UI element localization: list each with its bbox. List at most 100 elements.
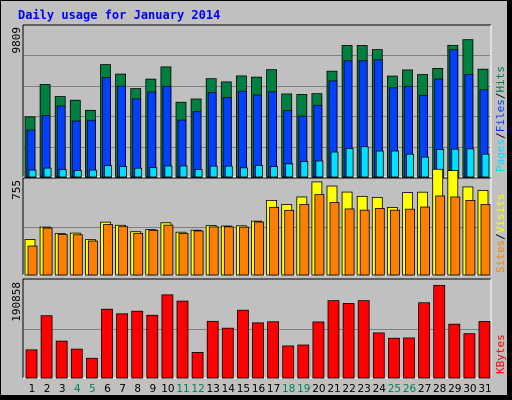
- sites-bar: [450, 196, 461, 276]
- legend-files: Files: [494, 99, 507, 132]
- mid-legend-text: Sites/Visits: [494, 194, 507, 274]
- sites-bar: [480, 204, 491, 276]
- files-bar: [222, 97, 232, 178]
- files-bar: [253, 94, 262, 178]
- day-label: 6: [104, 383, 111, 395]
- day-labels: 1 2 3 4 5 6 7 8 9 10 11 12 13 14 15 16 17 18 19 20 21 22 23 24 2…: [29, 383, 492, 395]
- sites-bar: [420, 206, 431, 276]
- kbytes-bar: [176, 300, 189, 379]
- pages-bar: [194, 169, 203, 178]
- bottom-legend: KBytes: [494, 334, 507, 374]
- kbytes-bar: [252, 322, 264, 379]
- files-bar: [87, 119, 96, 178]
- pages-bar: [466, 148, 475, 178]
- pages-bar: [255, 164, 263, 178]
- kbytes-bar: [161, 294, 174, 379]
- day-label: 7: [119, 383, 126, 395]
- files-bar: [102, 77, 111, 178]
- sites-bar: [299, 204, 310, 276]
- pages-bar: [164, 165, 173, 178]
- day-label: 28: [433, 383, 446, 395]
- legend-separator: /: [494, 233, 507, 240]
- day-label: 21: [327, 383, 340, 395]
- files-bar: [162, 85, 172, 178]
- day-label: 22: [342, 383, 355, 395]
- kbytes-bar: [357, 300, 370, 379]
- sites-bar: [178, 233, 189, 276]
- day-label: 20: [312, 383, 325, 395]
- day-label: 1: [29, 383, 36, 395]
- sites-bar: [329, 202, 340, 276]
- sites-bar: [465, 199, 476, 276]
- day-label: 9: [149, 383, 156, 395]
- legend-visits: Visits: [494, 194, 507, 234]
- pages-bar: [315, 160, 324, 178]
- kbytes-bar: [433, 284, 446, 379]
- sites-bar: [238, 226, 249, 276]
- sites-bar: [435, 195, 446, 276]
- pages-bar: [330, 151, 339, 178]
- kbytes-bar: [86, 357, 98, 379]
- day-label: 18: [282, 383, 295, 395]
- middle-ymax-label: 755: [10, 180, 23, 200]
- files-bar: [192, 111, 202, 178]
- files-bar: [207, 92, 217, 178]
- top-legend-text: Pages/Files/Hits: [494, 66, 507, 172]
- files-bar: [268, 91, 278, 178]
- top-legend: Pages/Files/Hits: [494, 66, 507, 172]
- kbytes-bar: [131, 310, 144, 379]
- pages-bar: [179, 165, 188, 178]
- kbytes-bar: [236, 309, 249, 379]
- sites-bar: [284, 209, 295, 276]
- kbytes-panel: [22, 278, 492, 379]
- pages-bar: [149, 167, 158, 178]
- kbytes-bar: [55, 340, 68, 379]
- files-bar: [132, 98, 142, 178]
- pages-bar: [345, 148, 354, 178]
- day-label: 15: [237, 383, 250, 395]
- pages-bar: [134, 167, 143, 178]
- sites-bar: [27, 245, 38, 276]
- chart-title: Daily usage for January 2014: [18, 8, 220, 22]
- pages-bar: [89, 169, 97, 178]
- sites-bar: [405, 208, 415, 276]
- kbytes-bar: [25, 349, 38, 379]
- pages-bar: [119, 166, 127, 178]
- day-label: 24: [373, 383, 387, 395]
- sites-bar: [208, 226, 219, 276]
- pages-bar: [390, 150, 399, 178]
- sites-bar: [57, 234, 68, 276]
- sites-bar: [193, 230, 204, 276]
- day-label: 26: [403, 383, 417, 395]
- legend-sites: Sites: [494, 240, 507, 273]
- sites-bar: [163, 224, 174, 276]
- day-label: 23: [358, 383, 371, 395]
- legend-separator: /: [494, 93, 507, 100]
- sites-visits-panel: [22, 168, 492, 276]
- kbytes-bar: [297, 344, 310, 379]
- pages-bar: [209, 165, 218, 178]
- day-label: 12: [191, 383, 204, 395]
- kbytes-bar: [372, 332, 385, 379]
- sites-bar: [72, 234, 83, 276]
- day-label: 29: [448, 383, 461, 395]
- kbytes-bar: [146, 314, 159, 379]
- pages-bar: [375, 150, 384, 178]
- pages-bar: [300, 161, 309, 178]
- pages-bar: [481, 153, 490, 178]
- kbytes-bar: [206, 320, 219, 379]
- day-label: 2: [44, 383, 51, 395]
- pages-bar: [73, 170, 82, 178]
- sites-bar: [103, 224, 113, 276]
- sites-bar: [254, 221, 264, 276]
- pages-bar: [224, 165, 233, 178]
- legend-kbytes: KBytes: [494, 334, 507, 374]
- files-bar: [56, 105, 66, 178]
- day-label: 27: [418, 383, 431, 395]
- day-label: 5: [89, 383, 96, 395]
- kbytes-bar: [221, 327, 234, 379]
- kbytes-bar: [478, 321, 491, 379]
- day-label: 3: [59, 383, 66, 395]
